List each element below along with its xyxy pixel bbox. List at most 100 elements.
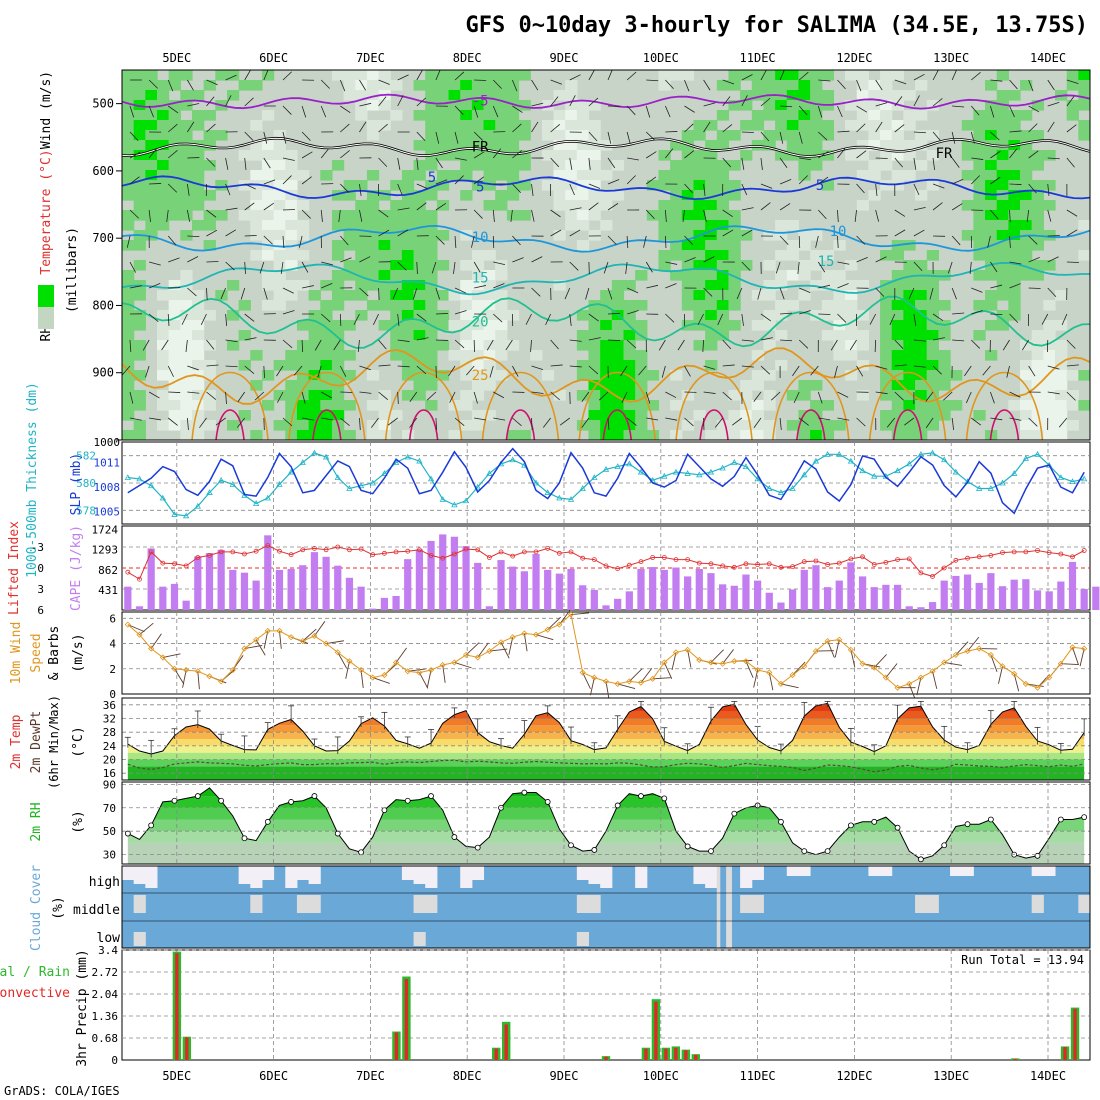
wind-barb [626,175,636,185]
rh-cell [460,190,473,201]
rh-cell [122,190,135,201]
rh-cell [716,240,730,251]
wind-barb [684,183,693,194]
wind-barb [703,256,715,263]
rh-cell [366,200,380,211]
rh-cell [611,340,625,351]
rh-cell [133,350,146,361]
wind-barb [129,285,142,289]
wind-barb [677,339,685,351]
rh-cell [728,180,741,191]
wind-barb [148,283,161,289]
rh-cell [413,160,426,171]
cape-bar [497,560,505,610]
hot-contour [989,409,1020,440]
wind-barb [856,365,864,377]
rh-cell [390,290,403,301]
rh-cell [600,390,613,401]
rh-cell [133,320,146,331]
rh-cell [1020,200,1033,211]
rh-cell [448,430,461,440]
rh-cell [436,260,450,271]
rh-cell [483,380,496,391]
wind-barb [1009,417,1022,421]
rh-point [848,822,854,829]
wind-barb [913,131,926,134]
rh-cell [845,100,858,111]
rh-cell [810,260,823,271]
thickness-point [194,502,201,509]
precip-convective-bar [185,1037,189,1060]
precip-convective-bar [1073,1008,1077,1060]
rh-cell [1008,270,1021,281]
wind-barb [225,229,237,237]
temperature-contour-label: 5 [428,170,436,186]
wind-barb [856,257,868,263]
rh-cell [1020,400,1033,411]
wind-barb [378,229,390,237]
rh-cell [250,380,263,391]
precip-convective-bar [654,1001,658,1060]
thickness-point [777,489,785,495]
lifted-index-point [1070,554,1075,560]
rh-cell [1008,180,1021,191]
wind-speed-point [299,637,306,645]
wind-speed-point [626,678,633,685]
cape-bar [590,589,598,610]
wind-barb [621,391,628,403]
rh-cell [413,310,426,321]
rh-cell [133,340,146,351]
precip-convective-bar [674,1047,678,1060]
rh-cell [938,380,951,391]
rh-cell [168,390,181,401]
wind-barb [970,105,980,116]
wind-barb [122,365,131,376]
rh-cell [320,350,333,361]
rh-cell [133,130,146,141]
wind-speed-point [707,659,715,666]
wind-barb [581,391,590,402]
wind-barb [588,337,601,341]
rh-cell [425,70,438,81]
wind-barb [129,151,141,159]
rh-cell [483,410,496,421]
rh-cell [506,130,520,141]
rh-cell [1031,420,1044,431]
rh-cell [460,400,473,411]
wind-barb [665,283,677,289]
rh-cell [285,240,298,251]
rh-cell [320,360,333,371]
wind-barb [492,148,502,159]
rh-cell [891,290,904,301]
rh-cell [705,280,718,291]
rh-cell [1078,80,1090,91]
wind-speed-point [847,646,854,653]
wind-barb [493,313,503,323]
rh-cell [996,150,1009,161]
wind-speed-point [836,636,843,643]
wind-barb [913,365,926,368]
wind-speed-point [136,631,143,638]
rh-cell [1043,410,1056,421]
rh-cell [681,280,695,291]
wind-speed-point [427,666,435,674]
wind-barb [199,417,207,428]
rh-cell [483,290,496,301]
rh-cell [996,250,1009,261]
rh-cell [168,200,181,211]
rh-cell [1020,390,1033,401]
warm-contour [191,371,269,440]
rh-cell [122,80,135,91]
wind-barb [372,677,390,684]
cape-bar [135,606,144,610]
rh-cell [343,290,356,301]
wind-barb [353,313,360,325]
rh-cell [926,300,939,311]
cape-tick-label: 862 [98,564,118,577]
rh-cell [506,70,520,81]
rh-cell [145,70,158,81]
rh-cell [681,190,695,201]
wind-barb [244,202,255,211]
rh-cell [996,110,1009,121]
